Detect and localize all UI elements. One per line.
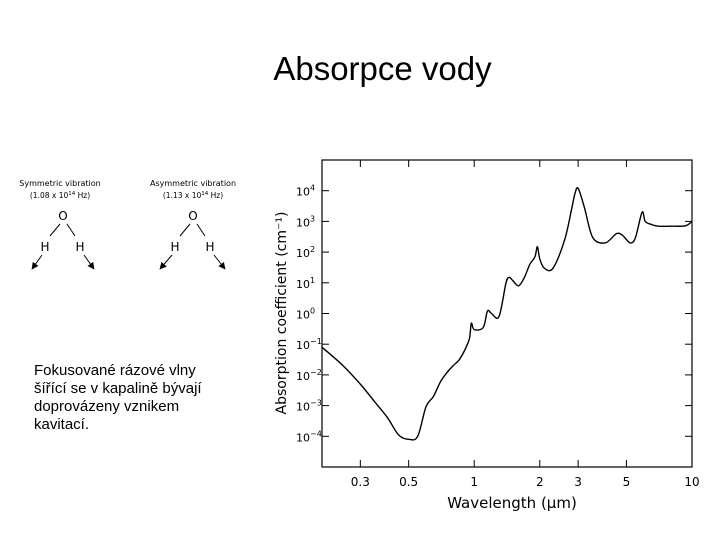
x-tick-label: 0.3 [351, 475, 370, 489]
y-tick-label: 100 [296, 307, 315, 322]
y-axis-label: Absorption coefficient (cm⁻¹) [274, 212, 290, 415]
x-tick-label: 0.5 [399, 475, 418, 489]
y-tick-label: 102 [296, 245, 315, 260]
description-line: doprovázeny vznikem [34, 398, 180, 415]
description-text: Fokusované rázové vlny šířící se v kapal… [34, 362, 264, 434]
hydrogen-atom: H [170, 240, 179, 254]
y-tick-label: 10−4 [296, 429, 322, 444]
x-axis: 0.3 0.5 1 2 3 5 10 [351, 160, 700, 489]
vibration-diagram: Symmetric vibration (1.08 x 1014 Hz) O H… [19, 179, 236, 270]
y-tick-label: 10−1 [296, 337, 322, 352]
y-tick-label: 101 [296, 276, 315, 291]
hydrogen-atom: H [40, 240, 49, 254]
description-line: kavitací. [34, 416, 90, 433]
x-tick-label: 10 [684, 475, 699, 489]
asymmetric-label: Asymmetric vibration [150, 179, 236, 188]
x-tick-label: 1 [470, 475, 478, 489]
oxygen-atom: O [188, 209, 197, 223]
slide-title: Absorpce vody [273, 50, 492, 87]
asymmetric-frequency: (1.13 x 1014 Hz) [163, 191, 223, 200]
y-tick-label: 103 [296, 214, 315, 229]
x-axis-label: Wavelength (μm) [447, 494, 577, 512]
absorption-curve [321, 187, 693, 441]
plot-frame [321, 159, 693, 468]
symmetric-label: Symmetric vibration [19, 179, 100, 188]
asymmetric-molecule: Asymmetric vibration (1.13 x 1014 Hz) O … [150, 179, 236, 270]
hydrogen-atom: H [205, 240, 214, 254]
y-tick-label: 10−3 [296, 399, 322, 414]
symmetric-molecule: Symmetric vibration (1.08 x 1014 Hz) O H… [19, 179, 101, 270]
symmetric-frequency: (1.08 x 1014 Hz) [30, 191, 90, 200]
y-axis: 10−4 10−3 10−2 10−1 100 101 102 103 104 [296, 184, 692, 444]
x-tick-label: 2 [536, 475, 544, 489]
y-tick-label: 10−2 [296, 368, 322, 383]
y-tick-label: 104 [296, 184, 315, 199]
description-line: šířící se v kapalině bývají [34, 380, 202, 397]
hydrogen-atom: H [75, 240, 84, 254]
description-line: Fokusované rázové vlny [34, 362, 196, 379]
x-tick-label: 5 [623, 475, 631, 489]
oxygen-atom: O [58, 209, 67, 223]
x-tick-label: 3 [574, 475, 582, 489]
